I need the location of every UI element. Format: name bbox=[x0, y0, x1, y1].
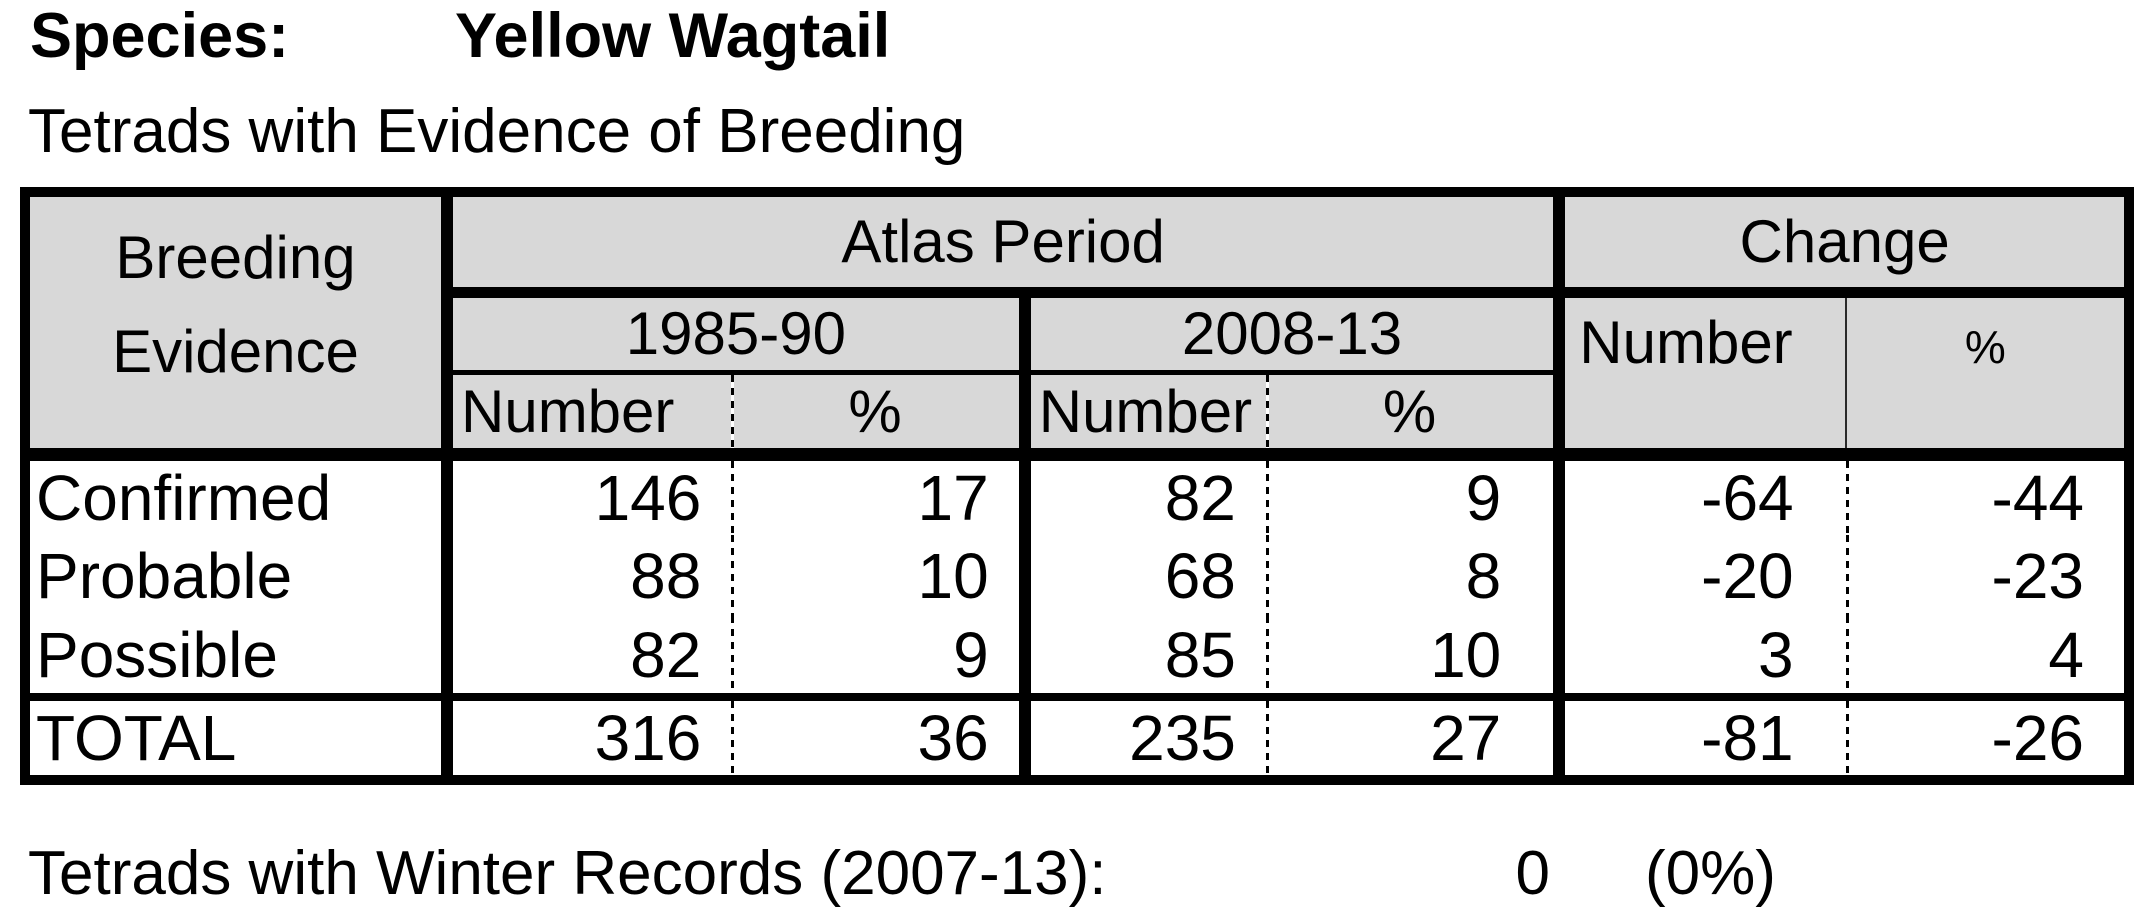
change-percent-total: -26 bbox=[1845, 693, 2129, 780]
winter-records-count: 0 bbox=[1515, 839, 1550, 908]
winter-records-percent: (0%) bbox=[1645, 839, 1776, 908]
page-subtitle: Tetrads with Evidence of Breeding bbox=[28, 97, 966, 166]
p1-percent-total: 36 bbox=[731, 693, 1025, 780]
p1-number-cell: 146 bbox=[594, 461, 702, 534]
table-row-possible: Possible 82 9 85 10 3 4 bbox=[25, 616, 2129, 697]
species-label: Species: bbox=[30, 1, 290, 71]
p2-percent-cell: 10 bbox=[1265, 616, 1559, 697]
corner-line-2: Evidence bbox=[112, 318, 359, 385]
period-1985-90-header: 1985-90 bbox=[447, 292, 1031, 375]
p2-percent-header: % bbox=[1265, 372, 1566, 461]
header-row-1: Breeding Evidence Atlas Period Change bbox=[25, 192, 2129, 461]
p1-number-header: Number bbox=[447, 372, 732, 461]
table-row-total: TOTAL 316 36 235 27 -81 -26 bbox=[25, 693, 2129, 780]
p1-number-total: 316 bbox=[447, 693, 732, 780]
change-number-total: -81 bbox=[1553, 693, 1846, 780]
p2-percent-cell: 9 bbox=[1265, 454, 1559, 535]
p2-number-cell: 82 bbox=[1018, 454, 1266, 535]
breeding-evidence-table: Breeding Evidence Atlas Period Change 19… bbox=[20, 187, 2134, 785]
header-row-3: Number % Number % bbox=[25, 372, 2129, 461]
p2-percent-cell: 8 bbox=[1265, 535, 1559, 616]
atlas-period-header: Atlas Period bbox=[447, 192, 1566, 298]
total-label: TOTAL bbox=[25, 693, 453, 780]
p2-number-header: Number bbox=[1024, 372, 1266, 461]
p1-percent-cell: 9 bbox=[731, 616, 1024, 697]
p2-number-cell: 85 bbox=[1018, 616, 1266, 697]
table-row-confirmed: Confirmed 146 17 82 9 -64 -44 bbox=[25, 454, 2129, 535]
change-percent-cell: 4 bbox=[1845, 616, 2129, 697]
change-percent-header: % bbox=[1844, 292, 2129, 461]
p2-number-total: 235 bbox=[1018, 693, 1266, 780]
row-label: Confirmed bbox=[25, 454, 453, 535]
p2-number-cell: 68 bbox=[1018, 535, 1266, 616]
table-row-probable: Probable 88 10 68 8 -20 -23 bbox=[25, 535, 2129, 616]
corner-header-breeding-evidence: Breeding Evidence bbox=[25, 192, 453, 461]
change-number-cell: 3 bbox=[1553, 616, 1846, 697]
header-row-2: 1985-90 2008-13 Number % bbox=[25, 292, 2129, 461]
change-header: Change bbox=[1559, 192, 2129, 298]
p1-percent-cell: 17 bbox=[731, 454, 1024, 535]
p1-number-cell: 88 bbox=[630, 539, 702, 612]
change-percent-cell: -23 bbox=[1845, 535, 2129, 616]
p2-percent-total: 27 bbox=[1265, 693, 1560, 780]
period-2008-13-header: 2008-13 bbox=[1024, 292, 1566, 375]
change-percent-cell: -44 bbox=[1845, 454, 2129, 535]
p1-number-cell: 82 bbox=[630, 618, 702, 691]
p1-percent-cell: 10 bbox=[731, 535, 1024, 616]
winter-records-label: Tetrads with Winter Records (2007-13): bbox=[28, 839, 1107, 908]
change-number-cell: -64 bbox=[1553, 454, 1846, 535]
p1-percent-header: % bbox=[731, 372, 1031, 461]
species-name: Yellow Wagtail bbox=[455, 1, 891, 71]
change-number-header: Number bbox=[1553, 292, 1846, 461]
corner-line-1: Breeding bbox=[115, 224, 356, 291]
change-number-cell: -20 bbox=[1553, 535, 1846, 616]
row-label: Possible bbox=[25, 616, 453, 697]
row-label: Probable bbox=[25, 535, 453, 616]
